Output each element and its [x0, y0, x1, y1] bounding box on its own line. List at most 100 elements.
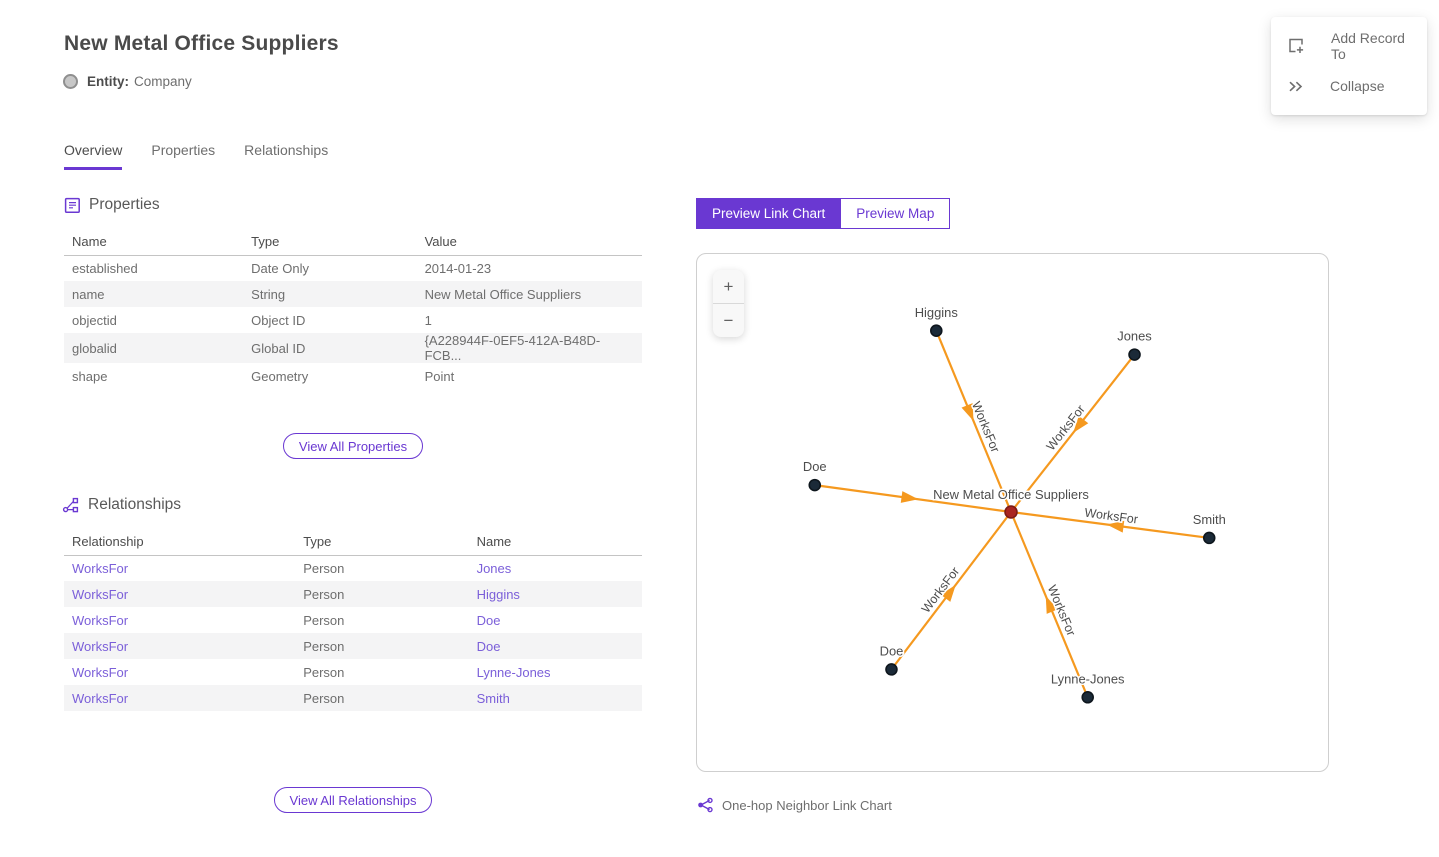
- node-dot[interactable]: [930, 324, 943, 337]
- node-label: Smith: [1193, 512, 1226, 527]
- add-record-icon: [1287, 37, 1318, 55]
- zoom-in-button[interactable]: +: [713, 270, 744, 303]
- relationships-section-header: Relationships: [62, 496, 181, 514]
- relationship-column-header: Type: [295, 528, 469, 556]
- edge-arrow-icon: [1106, 520, 1125, 533]
- edge-arrow-icon: [940, 584, 956, 602]
- relationship-cell-type: Person: [295, 685, 469, 711]
- edge-arrow-icon: [1073, 415, 1089, 433]
- relationship-cell-relationship: WorksFor: [64, 659, 295, 685]
- main-tabs: Overview Properties Relationships: [64, 142, 357, 170]
- menu-item-collapse[interactable]: Collapse: [1271, 66, 1427, 106]
- property-cell-value: 1: [424, 312, 432, 328]
- property-row: shape Geometry Point: [64, 363, 642, 389]
- relationships-icon: [62, 497, 79, 512]
- node-dot[interactable]: [885, 663, 898, 676]
- property-column-header: Name: [64, 228, 244, 256]
- node-dot[interactable]: [1081, 691, 1094, 704]
- relationship-cell-relationship: WorksFor: [64, 555, 295, 581]
- relationship-cell-name: Higgins: [468, 581, 642, 607]
- edge-arrow-icon: [1045, 595, 1058, 614]
- node-label: Lynne-Jones: [1051, 671, 1125, 686]
- entity-type-dot-icon: [63, 74, 78, 89]
- relationship-link[interactable]: WorksFor: [72, 690, 129, 706]
- relationship-link[interactable]: Jones: [476, 560, 512, 576]
- relationship-column-header: Relationship: [64, 528, 296, 556]
- entity-type-line: Entity: Company: [63, 74, 192, 89]
- preview-tab-preview-link-chart[interactable]: Preview Link Chart: [696, 198, 842, 229]
- relationship-cell-relationship: WorksFor: [64, 607, 295, 633]
- property-cell-type: Object ID: [251, 312, 306, 328]
- relationship-link[interactable]: WorksFor: [72, 612, 129, 628]
- link-chart-panel: WorksFor WorksFor WorksFor WorksFor WorksFor…: [696, 253, 1329, 772]
- relationship-cell-name: Doe: [468, 633, 642, 659]
- relationship-cell-type: Person: [303, 612, 345, 628]
- view-all-properties-button[interactable]: View All Properties: [282, 433, 424, 459]
- node-label: New Metal Office Suppliers: [933, 487, 1089, 502]
- property-cell-type: Geometry: [251, 368, 309, 384]
- chart-node: Smith: [1191, 510, 1227, 545]
- relationship-link[interactable]: Doe: [476, 612, 501, 628]
- relationship-cell-type: Person: [303, 664, 345, 680]
- property-column-header: Value: [416, 228, 642, 256]
- tab-relationships[interactable]: Relationships: [244, 142, 329, 158]
- tab-overview[interactable]: Overview: [64, 142, 123, 170]
- chart-node: Lynne-Jones: [1049, 670, 1126, 704]
- relationship-link[interactable]: WorksFor: [72, 638, 129, 654]
- node-label: Doe: [803, 459, 827, 474]
- relationship-link[interactable]: WorksFor: [72, 560, 129, 576]
- relationship-cell-type: Person: [295, 633, 469, 659]
- chart-node: Jones: [1116, 327, 1153, 361]
- chart-caption-text: One-hop Neighbor Link Chart: [722, 797, 892, 813]
- relationship-cell-relationship: WorksFor: [64, 633, 296, 659]
- relationship-link[interactable]: Smith: [476, 690, 510, 706]
- properties-icon: [64, 197, 80, 213]
- property-row: established Date Only 2014-01-23: [64, 255, 642, 281]
- edge-arrow-icon: [900, 491, 919, 503]
- relationship-cell-name: Jones: [469, 555, 642, 581]
- view-all-relationships-button[interactable]: View All Relationships: [273, 787, 433, 813]
- chart-edge: WorksFor: [1010, 504, 1210, 539]
- chart-edge: WorksFor: [890, 511, 1012, 671]
- relationship-link[interactable]: Higgins: [476, 586, 520, 602]
- edge-label: WorksFor: [919, 564, 963, 615]
- tab-properties[interactable]: Properties: [151, 142, 216, 158]
- relationship-cell-name: Smith: [468, 685, 642, 711]
- relationship-row: WorksFor Person Doe: [64, 607, 642, 633]
- preview-tab-preview-map[interactable]: Preview Map: [841, 198, 951, 229]
- property-cell-name: objectid: [72, 312, 117, 328]
- node-dot[interactable]: [1128, 348, 1141, 361]
- node-dot[interactable]: [1202, 531, 1216, 545]
- properties-section-header: Properties: [64, 196, 160, 214]
- node-dot[interactable]: [808, 478, 822, 492]
- relationship-cell-type: Person: [295, 581, 469, 607]
- chart-node: Doe: [878, 642, 905, 676]
- property-cell-value: 2014-01-23: [424, 260, 492, 276]
- properties-table: Name Type Value established Date Only 2014-01…: [64, 228, 642, 389]
- chart-edge: WorksFor: [935, 330, 1013, 513]
- relationship-link[interactable]: Doe: [476, 638, 501, 654]
- edge-arrow-icon: [961, 403, 974, 422]
- collapse-icon: [1287, 79, 1317, 94]
- property-row: objectid Object ID 1: [64, 307, 642, 333]
- property-column-header: Type: [243, 228, 417, 256]
- preview-toggle: Preview Link Chart Preview Map: [696, 198, 951, 229]
- menu-item-label: Add Record To: [1331, 30, 1405, 62]
- center-node-dot[interactable]: [1004, 505, 1018, 519]
- relationship-link[interactable]: WorksFor: [72, 586, 129, 602]
- relationship-row: WorksFor Person Higgins: [64, 581, 642, 607]
- relationship-cell-type: Person: [303, 560, 345, 576]
- relationship-link[interactable]: WorksFor: [72, 664, 129, 680]
- relationship-link[interactable]: Lynne-Jones: [476, 664, 551, 680]
- menu-item-add-record-to[interactable]: Add Record To: [1271, 26, 1427, 66]
- property-row: globalid Global ID {A228944F-0EF5-412A-B48…: [64, 333, 642, 363]
- property-cell-value: {A228944F-0EF5-412A-B48D-FCB...: [416, 333, 642, 363]
- zoom-out-button[interactable]: −: [713, 304, 744, 337]
- chart-edge: [814, 484, 1012, 514]
- properties-section-title: Properties: [89, 196, 160, 213]
- entity-value: Company: [134, 74, 192, 89]
- chart-node: Doe: [801, 458, 828, 492]
- context-menu: Add Record To Collapse: [1271, 17, 1427, 115]
